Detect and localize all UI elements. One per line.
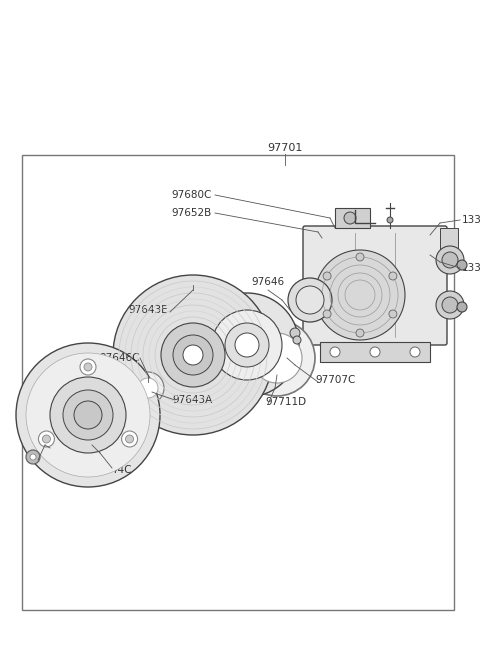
Ellipse shape [296,286,324,314]
Circle shape [370,347,380,357]
Circle shape [42,435,50,443]
Circle shape [410,347,420,357]
Circle shape [212,310,282,380]
Circle shape [121,431,138,447]
Circle shape [442,297,458,313]
Circle shape [38,431,54,447]
Circle shape [16,343,160,487]
Circle shape [457,260,467,270]
Circle shape [252,333,302,383]
Circle shape [84,363,92,371]
Circle shape [356,329,364,337]
Bar [22,155,454,610]
Circle shape [80,359,96,375]
Circle shape [323,310,331,318]
Text: 97680C: 97680C [172,190,212,200]
Circle shape [26,353,150,477]
Bar [440,228,458,266]
Circle shape [132,372,164,404]
Circle shape [389,310,397,318]
Circle shape [195,293,299,397]
Circle shape [225,323,269,367]
Circle shape [63,390,113,440]
Circle shape [26,450,40,464]
Text: 1339CC: 1339CC [462,263,480,273]
Text: 97643A: 97643A [172,395,212,405]
Circle shape [436,291,464,319]
Bar [335,208,370,228]
Circle shape [161,323,225,387]
Text: 97743A: 97743A [42,443,82,453]
Text: 97652B: 97652B [172,208,212,218]
Circle shape [293,336,301,344]
Text: 97701: 97701 [267,143,303,153]
Circle shape [50,377,126,453]
Circle shape [126,435,133,443]
Circle shape [330,347,340,357]
Circle shape [389,272,397,280]
FancyBboxPatch shape [303,226,447,345]
Text: 97646: 97646 [252,277,285,287]
Circle shape [356,253,364,261]
Circle shape [315,250,405,340]
Text: 97646C: 97646C [99,353,140,363]
Circle shape [457,302,467,312]
Circle shape [113,275,273,435]
Text: 97707C: 97707C [315,375,355,385]
Circle shape [387,217,393,223]
Circle shape [74,401,102,429]
Circle shape [30,454,36,460]
Circle shape [436,246,464,274]
Circle shape [344,212,356,224]
Circle shape [323,272,331,280]
Circle shape [442,252,458,268]
Circle shape [235,333,259,357]
Circle shape [239,320,315,396]
Text: 97711D: 97711D [265,397,306,407]
Circle shape [173,335,213,375]
Ellipse shape [288,278,332,322]
Circle shape [183,345,203,365]
Bar [320,342,430,362]
Circle shape [138,378,158,398]
Text: 97644C: 97644C [92,465,132,475]
Text: 1339CC: 1339CC [462,215,480,225]
Text: 97643E: 97643E [128,305,168,315]
Circle shape [290,328,300,338]
